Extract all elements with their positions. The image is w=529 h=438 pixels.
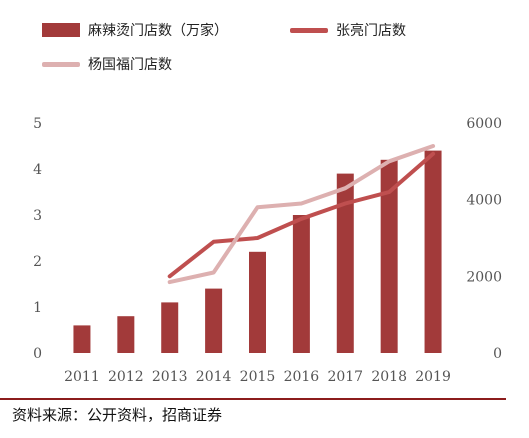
x-tick-2017: 2017 — [327, 369, 363, 385]
y-right-tick-4000: 4000 — [466, 193, 502, 209]
x-tick-2016: 2016 — [284, 369, 320, 385]
legend-label-bar: 麻辣烫门店数（万家） — [88, 23, 228, 39]
y-right-tick-0: 0 — [493, 346, 502, 362]
bar-2014 — [205, 288, 223, 353]
y-left-tick-3: 3 — [33, 208, 42, 224]
y-right-tick-2000: 2000 — [466, 269, 502, 285]
legend-swatch-line1 — [290, 27, 328, 33]
legend-label-line1: 张亮门店数 — [336, 23, 406, 39]
legend-item-bar: 麻辣烫门店数（万家） — [42, 20, 228, 40]
y-left-tick-2: 2 — [33, 254, 42, 270]
x-tick-2015: 2015 — [240, 369, 276, 385]
x-tick-2011: 2011 — [64, 369, 100, 385]
bar-2013 — [161, 302, 179, 353]
x-tick-2019: 2019 — [415, 369, 451, 385]
y-left-tick-0: 0 — [33, 346, 42, 362]
y-left-tick-1: 1 — [33, 300, 42, 316]
x-tick-2014: 2014 — [196, 369, 232, 385]
y-right-tick-6000: 6000 — [466, 116, 502, 132]
line-series-1 — [167, 151, 436, 279]
source-divider — [0, 398, 506, 400]
legend-swatch-bar — [42, 23, 80, 37]
x-tick-2013: 2013 — [152, 369, 188, 385]
y-left-tick-5: 5 — [33, 116, 42, 132]
y-left-tick-4: 4 — [33, 162, 42, 178]
x-tick-2012: 2012 — [108, 369, 144, 385]
legend-item-line2: 杨国福门店数 — [42, 54, 172, 74]
line-series-2 — [167, 144, 436, 285]
bar-2017 — [336, 173, 354, 353]
legend-item-line1: 张亮门店数 — [290, 20, 406, 40]
x-tick-2018: 2018 — [371, 369, 407, 385]
source-note: 资料来源：公开资料，招商证券 — [12, 406, 223, 424]
legend-label-line2: 杨国福门店数 — [88, 57, 172, 73]
bar-2018 — [380, 159, 398, 353]
bar-2016 — [292, 215, 310, 353]
legend-swatch-line2 — [42, 61, 80, 67]
bar-2015 — [249, 251, 266, 353]
bar-2011 — [73, 325, 91, 353]
bar-2019 — [424, 150, 442, 353]
bar-2012 — [117, 316, 135, 353]
